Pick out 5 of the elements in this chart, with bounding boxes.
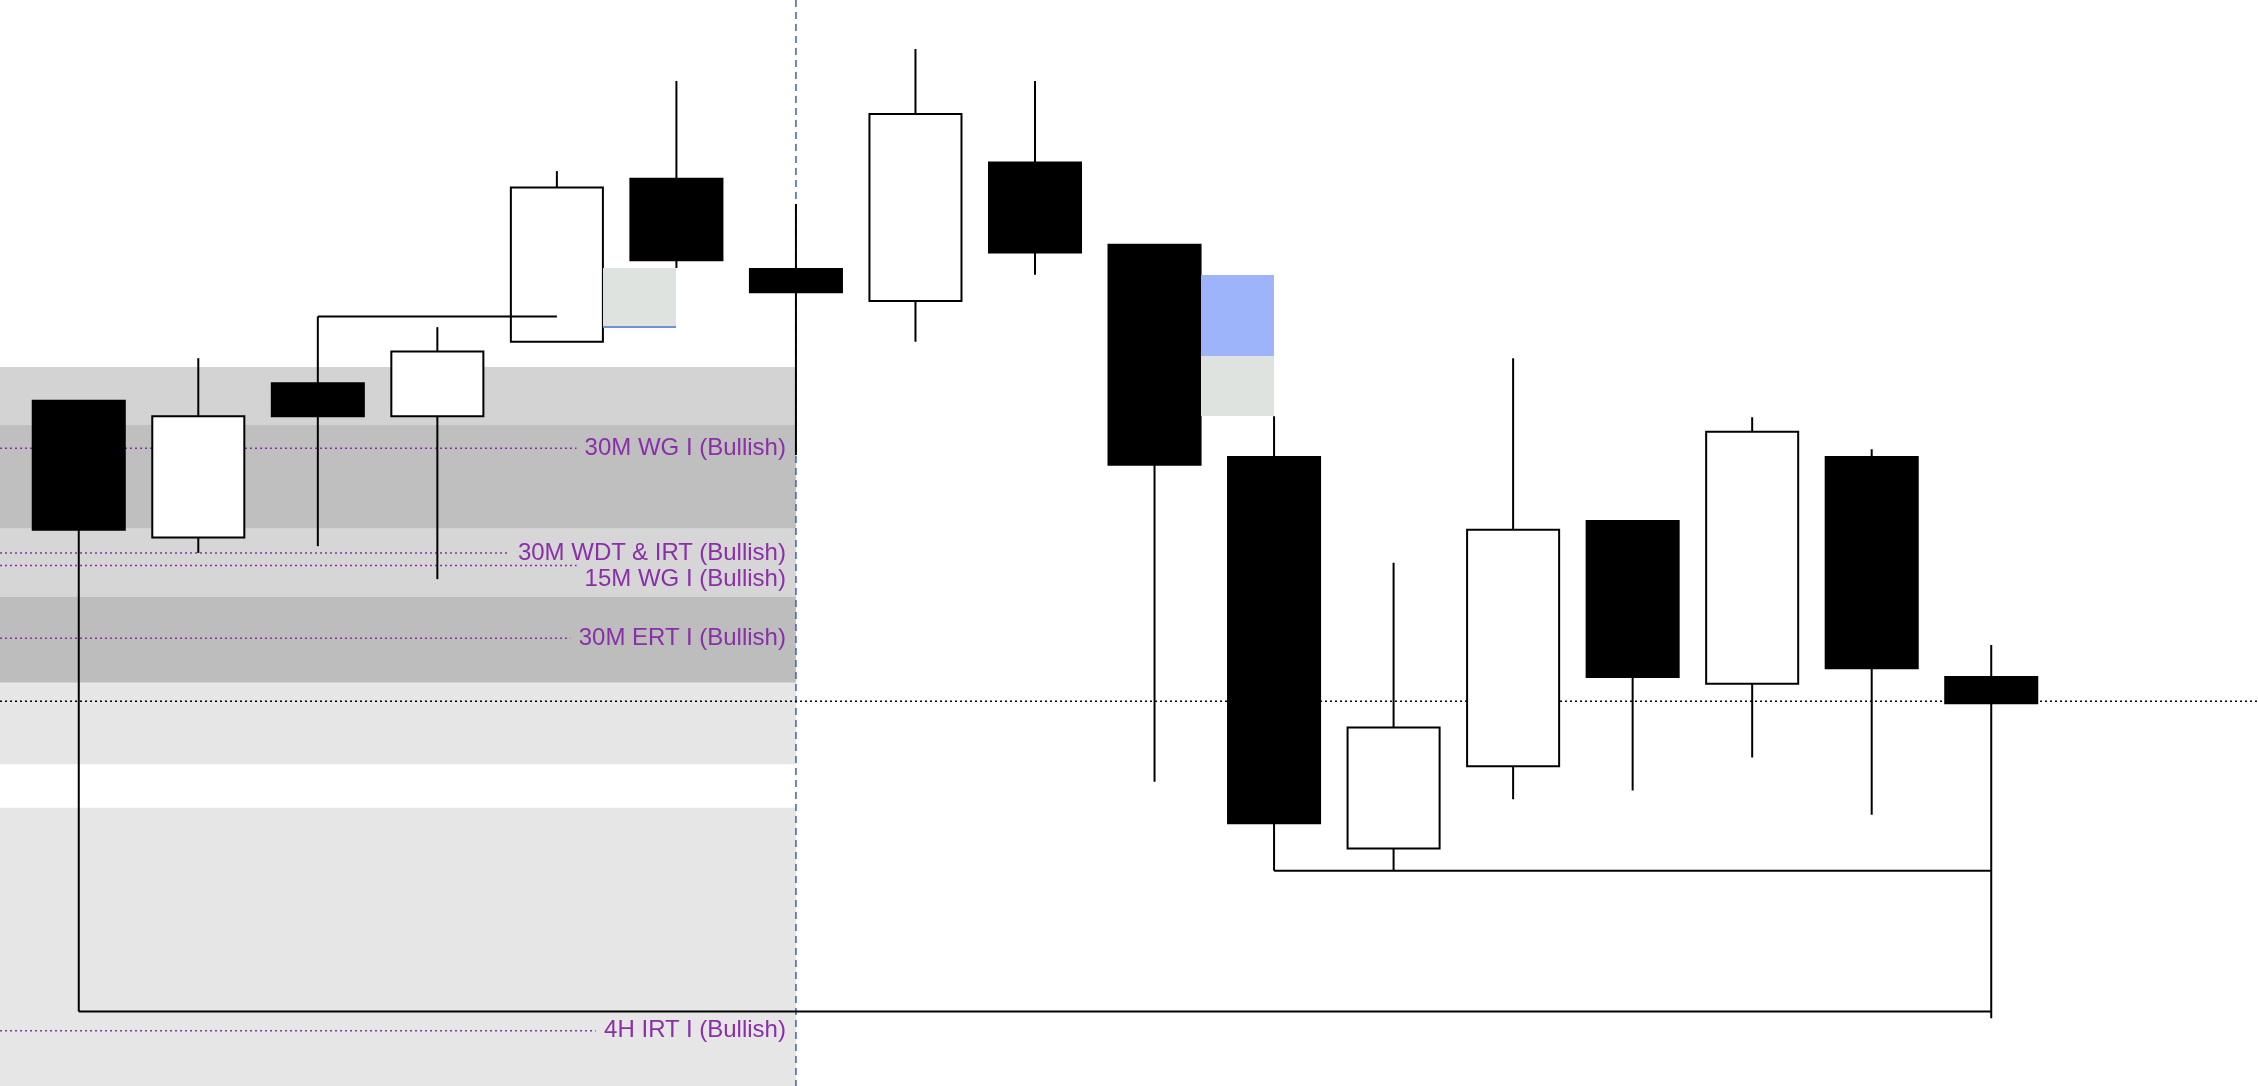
ref-line-label: 4H IRT I (Bullish) (604, 1015, 786, 1043)
ref-line-label: 15M WG I (Bullish) (584, 564, 786, 592)
ref-line-label: 30M WG I (Bullish) (584, 432, 786, 460)
ref-line-label: 30M ERT I (Bullish) (578, 622, 786, 650)
ref-line-label: 30M WDT & IRT (Bullish) (517, 537, 786, 565)
